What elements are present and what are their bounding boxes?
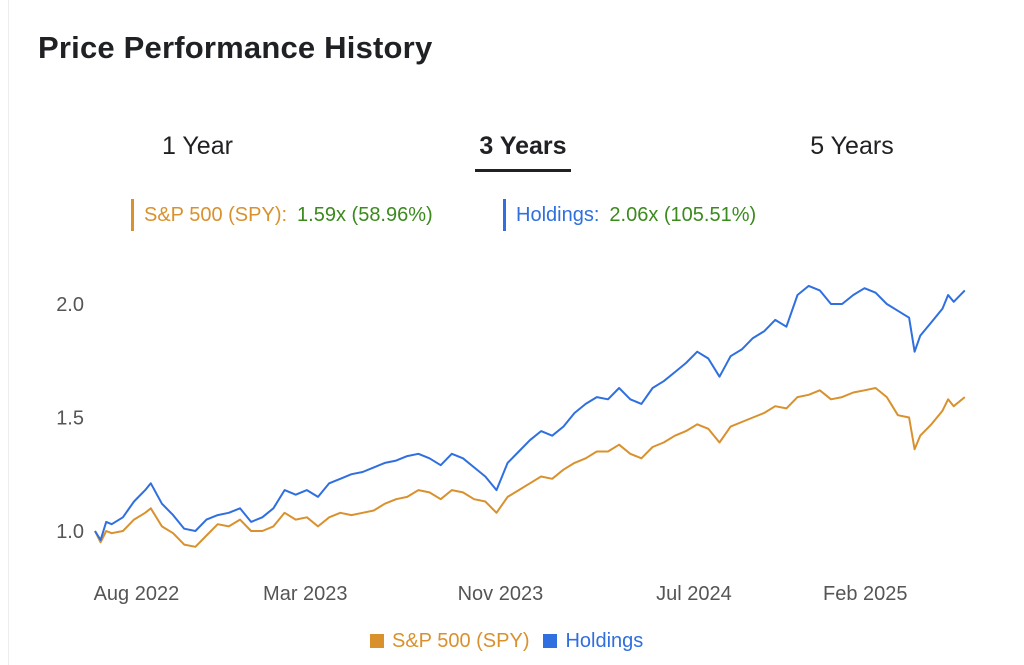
legend-swatch-holdings	[543, 634, 558, 648]
page-title: Price Performance History	[38, 30, 433, 65]
x-tick-label: Jul 2024	[656, 583, 732, 605]
series-line-spy[interactable]	[94, 387, 966, 548]
legend-item-spy[interactable]: S&P 500 (SPY)	[370, 630, 529, 653]
y-tick-label: 1.5	[56, 408, 84, 430]
holdings-summary-label: Holdings:	[516, 203, 600, 226]
spy-summary-label: S&P 500 (SPY):	[144, 203, 288, 226]
tab-5-years[interactable]: 5 Years	[800, 120, 904, 172]
legend-label-holdings: Holdings	[565, 629, 644, 652]
tab-3-years-label: 3 Years	[479, 131, 567, 160]
legend-swatch-spy	[370, 634, 384, 648]
spy-summary: S&P 500 (SPY): 1.59x (58.96%)	[131, 199, 433, 231]
holdings-summary-value: 2.06x (105.51%)	[609, 203, 757, 226]
chart-legend: S&P 500 (SPY) Holdings	[370, 627, 657, 655]
y-tick-label: 2.0	[56, 294, 84, 316]
x-tick-label: Nov 2023	[458, 583, 544, 605]
legend-label-spy: S&P 500 (SPY)	[392, 629, 530, 652]
tab-1-year-label: 1 Year	[162, 131, 233, 160]
y-tick-label: 1.0	[56, 521, 84, 543]
tab-3-years[interactable]: 3 Years	[475, 120, 571, 172]
x-tick-label: Feb 2025	[823, 583, 908, 605]
holdings-color-bar	[503, 199, 506, 231]
x-tick-label: Mar 2023	[263, 583, 348, 605]
tab-5-years-label: 5 Years	[810, 131, 894, 160]
legend-item-holdings[interactable]: Holdings	[543, 630, 643, 653]
tab-1-year[interactable]: 1 Year	[150, 120, 245, 172]
spy-color-bar	[131, 199, 134, 231]
series-line-holdings[interactable]	[94, 284, 966, 541]
x-tick-label: Aug 2022	[94, 583, 180, 605]
holdings-summary: Holdings: 2.06x (105.51%)	[503, 199, 756, 231]
tab-3-years-underline	[475, 169, 571, 172]
spy-summary-value: 1.59x (58.96%)	[297, 203, 433, 226]
left-border	[8, 0, 9, 665]
